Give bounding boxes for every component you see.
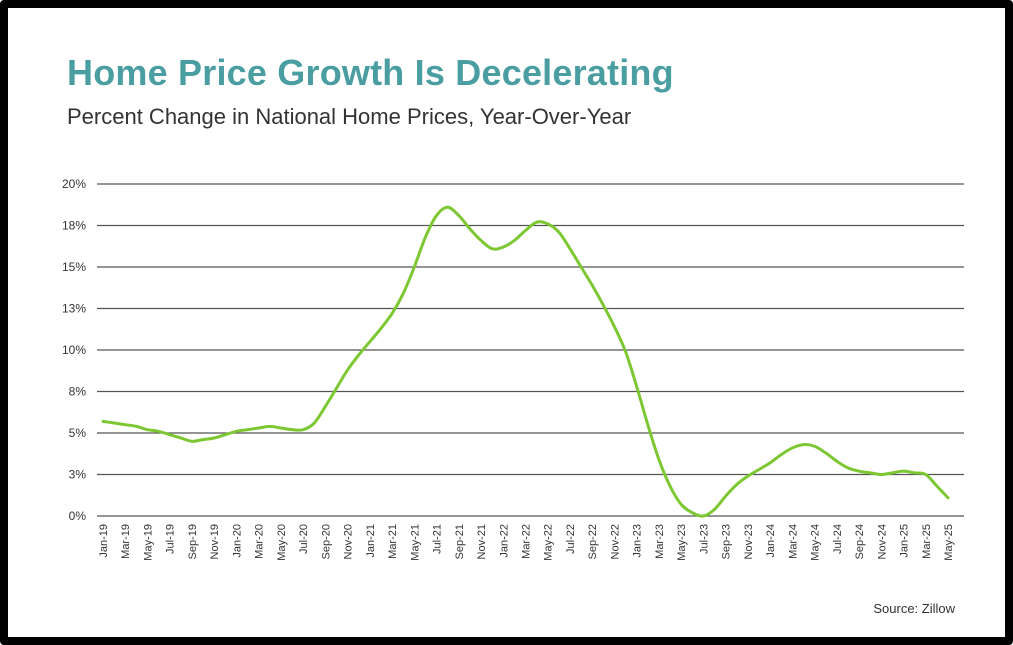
x-tick-label: May-22: [543, 524, 555, 561]
x-tick-label: Jul-22: [565, 524, 577, 554]
chart-title: Home Price Growth Is Decelerating: [67, 52, 674, 93]
x-tick-label: May-23: [676, 524, 688, 561]
y-tick-label: 18%: [62, 219, 86, 233]
series-line: [101, 205, 950, 518]
x-tick-label: Jul-21: [432, 524, 444, 554]
x-tick-label: Nov-21: [476, 524, 488, 559]
x-tick-label: May-25: [943, 524, 955, 561]
x-tick-label: Jul-19: [165, 524, 177, 554]
x-tick-label: Jul-20: [298, 524, 310, 554]
x-tick-label: Jan-22: [498, 524, 510, 558]
x-tick-label: Mar-20: [254, 524, 266, 559]
x-tick-label: Jan-25: [899, 524, 911, 558]
x-tick-label: May-19: [142, 524, 154, 561]
x-tick-label: Sep-24: [854, 524, 866, 559]
x-tick-label: Jan-19: [98, 524, 110, 558]
gridlines: [97, 183, 964, 517]
y-tick-label: 8%: [69, 385, 87, 399]
x-tick-label: Sep-19: [187, 524, 199, 559]
y-tick-label: 0%: [69, 509, 87, 523]
x-tick-label: Mar-22: [521, 524, 533, 559]
x-tick-label: Nov-22: [609, 524, 621, 559]
x-tick-label: Jan-24: [765, 524, 777, 558]
x-tick-label: Nov-19: [209, 524, 221, 559]
x-tick-label: Jan-21: [365, 524, 377, 558]
x-tick-label: Mar-25: [921, 524, 933, 559]
y-axis-tick-labels: 0% 3% 5% 8% 10% 13% 15% 18% 20%: [62, 177, 86, 523]
x-tick-label: Jan-23: [632, 524, 644, 558]
x-axis-tick-labels: Jan-19 Mar-19 May-19 Jul-19 Sep-19 Nov-19 Jan-…: [98, 524, 955, 561]
x-tick-label: May-21: [409, 524, 421, 561]
x-tick-label: Mar-24: [787, 524, 799, 559]
x-tick-label: May-24: [810, 524, 822, 561]
x-tick-label: Sep-21: [454, 524, 466, 559]
x-tick-label: May-20: [276, 524, 288, 561]
x-tick-label: Mar-19: [120, 524, 132, 559]
x-tick-label: Sep-20: [320, 524, 332, 559]
x-tick-label: Nov-20: [343, 524, 355, 559]
y-tick-label: 10%: [62, 343, 86, 357]
x-tick-label: Jul-23: [698, 524, 710, 554]
source-note: Source: Zillow: [873, 601, 955, 616]
chart-subtitle: Percent Change in National Home Prices, …: [67, 104, 632, 129]
x-tick-label: Mar-21: [387, 524, 399, 559]
y-tick-label: 20%: [62, 177, 86, 191]
series-lines: [101, 205, 950, 518]
x-tick-label: Sep-23: [721, 524, 733, 559]
y-tick-label: 13%: [62, 302, 86, 316]
x-tick-label: Jan-20: [231, 524, 243, 558]
x-tick-label: Nov-23: [743, 524, 755, 559]
y-tick-label: 5%: [69, 426, 87, 440]
x-tick-label: Jul-24: [832, 524, 844, 554]
x-tick-label: Nov-24: [876, 524, 888, 559]
x-tick-label: Sep-22: [587, 524, 599, 559]
x-tick-label: Mar-23: [654, 524, 666, 559]
y-tick-label: 3%: [69, 468, 87, 482]
y-tick-label: 15%: [62, 260, 86, 274]
